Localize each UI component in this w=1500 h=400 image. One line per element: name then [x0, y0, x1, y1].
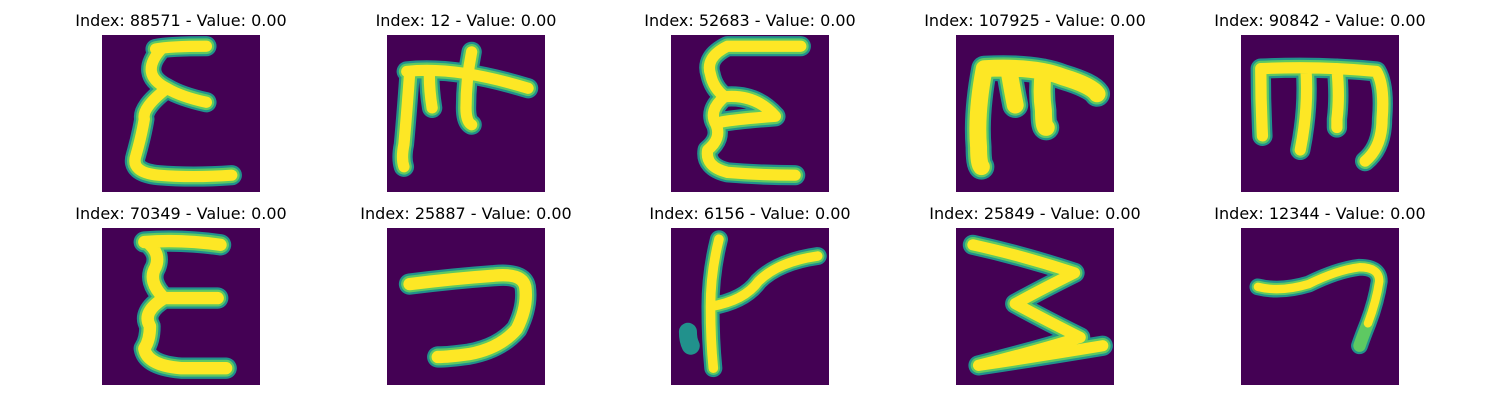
zigzag-sigma-character-icon — [956, 228, 1114, 385]
sigma-curly-character-icon — [102, 228, 260, 385]
panel-2: Index: 12 - Value: 0.00 — [346, 0, 586, 190]
panel-4: Index: 107925 - Value: 0.00 — [915, 0, 1155, 190]
panel-title: Index: 52683 - Value: 0.00 — [630, 11, 870, 30]
character-image — [671, 228, 829, 385]
character-image — [387, 35, 545, 192]
panel-title: Index: 6156 - Value: 0.00 — [630, 204, 870, 223]
character-image — [956, 228, 1114, 385]
character-image — [387, 228, 545, 385]
panel-title: Index: 12344 - Value: 0.00 — [1200, 204, 1440, 223]
trident-character-icon — [1241, 35, 1399, 192]
character-image — [102, 228, 260, 385]
bold-hook-character-icon — [956, 35, 1114, 192]
panel-1: Index: 88571 - Value: 0.00 — [61, 0, 301, 190]
panel-5: Index: 90842 - Value: 0.00 — [1200, 0, 1440, 190]
panel-title: Index: 107925 - Value: 0.00 — [915, 11, 1155, 30]
panel-9: Index: 25849 - Value: 0.00 — [915, 193, 1155, 383]
panel-title: Index: 70349 - Value: 0.00 — [61, 204, 301, 223]
character-image — [102, 35, 260, 192]
panel-3: Index: 52683 - Value: 0.00 — [630, 0, 870, 190]
panel-title: Index: 12 - Value: 0.00 — [346, 11, 586, 30]
panel-6: Index: 70349 - Value: 0.00 — [61, 193, 301, 383]
panel-title: Index: 25887 - Value: 0.00 — [346, 204, 586, 223]
character-image — [1241, 228, 1399, 385]
panel-title: Index: 90842 - Value: 0.00 — [1200, 11, 1440, 30]
panel-title: Index: 25849 - Value: 0.00 — [915, 204, 1155, 223]
seven-hook-character-icon — [1241, 228, 1399, 385]
double-hook-character-icon — [387, 35, 545, 192]
epsilon-like-character-icon — [671, 35, 829, 192]
character-image — [956, 35, 1114, 192]
y-branch-character-icon — [671, 228, 829, 385]
panel-10: Index: 12344 - Value: 0.00 — [1200, 193, 1440, 383]
hook-bowl-character-icon — [387, 228, 545, 385]
panel-8: Index: 6156 - Value: 0.00 — [630, 193, 870, 383]
panel-7: Index: 25887 - Value: 0.00 — [346, 193, 586, 383]
character-image — [1241, 35, 1399, 192]
sigma-curly-character-icon — [102, 35, 260, 192]
character-image — [671, 35, 829, 192]
panel-title: Index: 88571 - Value: 0.00 — [61, 11, 301, 30]
